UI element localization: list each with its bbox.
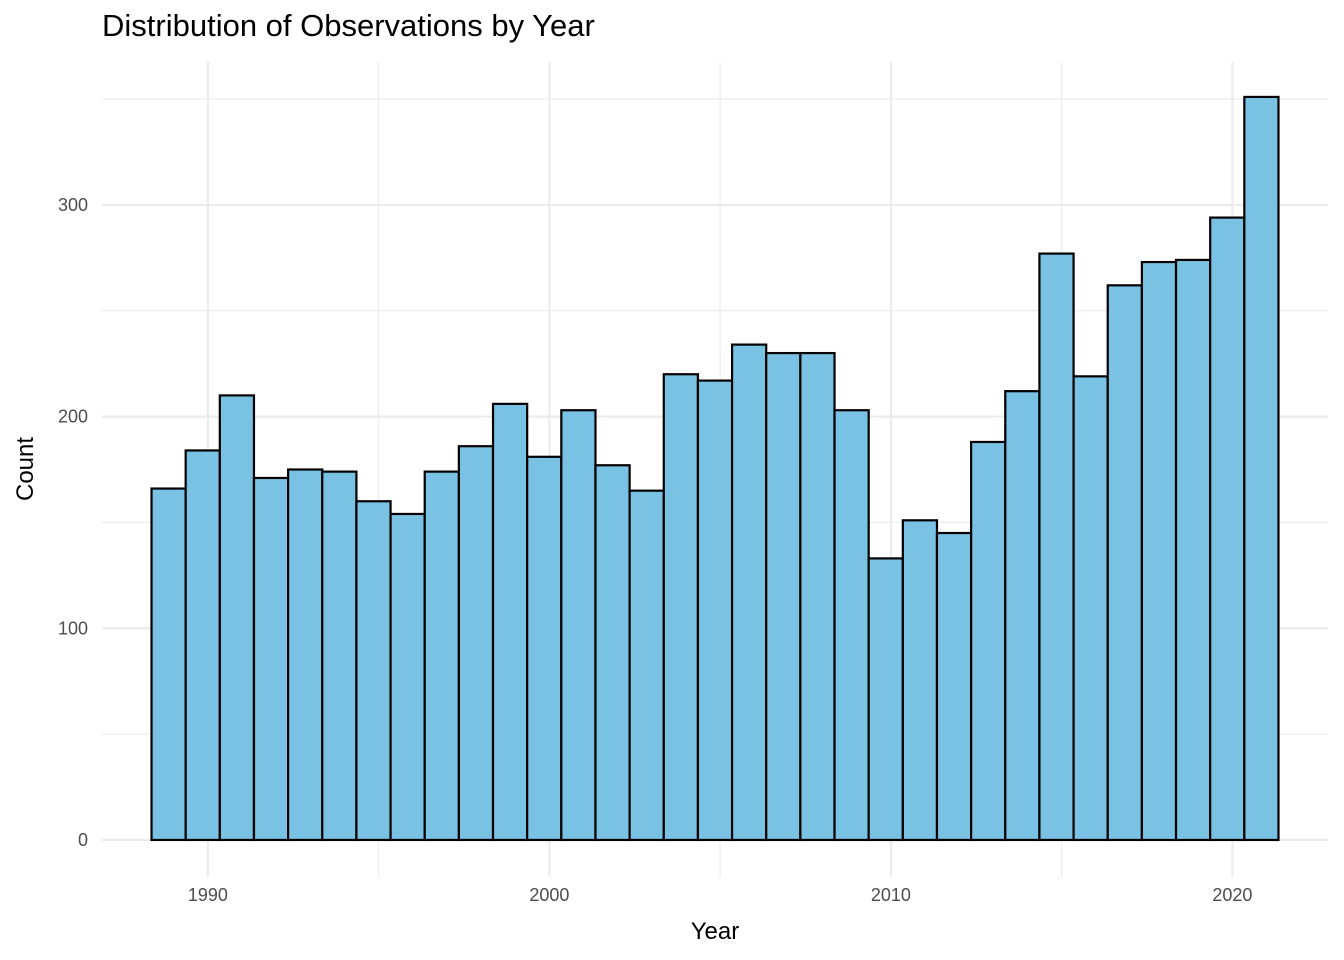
histogram-bar [150,487,187,842]
histogram-bar [252,476,290,842]
histogram-bar [491,402,529,842]
y-axis-ticks: 0 100 200 300 [58,195,88,850]
histogram-bar [526,455,563,842]
histogram-bar [287,468,324,842]
histogram-bar [696,379,734,842]
histogram-bar [594,464,631,842]
histogram-bar [218,394,256,842]
histogram-bar [799,351,836,842]
histogram-bar [1243,95,1280,842]
x-tick-label: 1990 [188,885,228,905]
x-tick-label: 2000 [529,885,569,905]
histogram-bar [901,519,939,842]
histogram-bar [457,445,495,842]
histogram-bar [1038,252,1075,842]
x-tick-label: 2010 [871,885,911,905]
y-tick-label: 100 [58,618,88,638]
y-tick-label: 0 [78,830,88,850]
x-axis-ticks: 1990 2000 2010 2020 [188,885,1253,905]
histogram-bar [389,512,426,842]
histogram-bar [1174,258,1212,842]
histogram-bar [1072,375,1109,842]
histogram-bar [628,489,665,842]
histogram-bar [355,500,392,842]
histogram-bar [1209,216,1246,842]
histogram-bar [833,409,870,842]
histogram-bar [765,351,802,842]
histogram-bar [662,373,700,842]
y-axis-title: Count [12,437,39,501]
histogram-bar [560,409,597,842]
histogram-bar [730,343,768,842]
histogram-bar [184,449,221,842]
y-tick-label: 200 [58,407,88,427]
x-axis-title: Year [691,918,740,945]
histogram-bar [1106,284,1143,842]
histogram-bar [1140,260,1178,842]
histogram-bar [970,440,1007,842]
histogram-bar [867,557,904,842]
histogram-bar [935,531,973,842]
histogram-bar [1004,390,1041,842]
x-tick-label: 2020 [1212,885,1252,905]
chart-title: Distribution of Observations by Year [102,8,595,43]
bars-layer [150,95,1280,842]
y-tick-label: 300 [58,195,88,215]
histogram-bar [321,470,358,842]
histogram-bar [423,470,460,842]
